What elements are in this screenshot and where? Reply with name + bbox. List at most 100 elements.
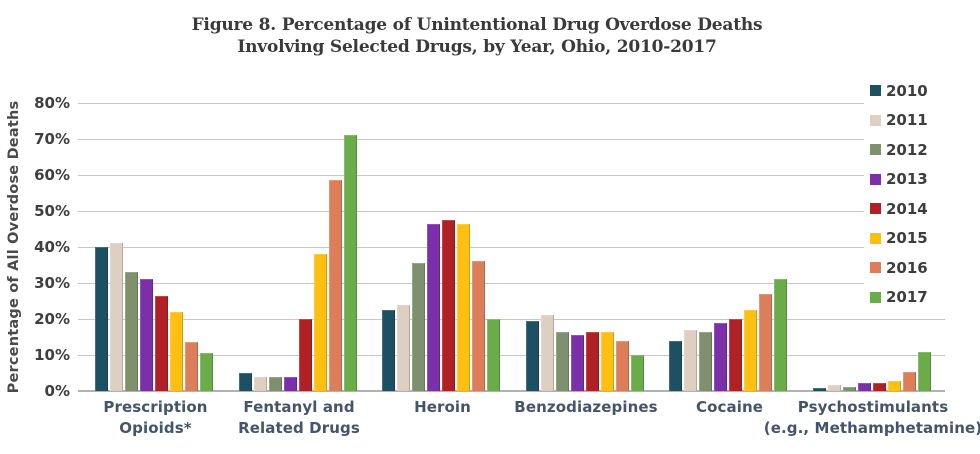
bar-2013-cat2	[283, 376, 297, 391]
bar-2016-cat3	[472, 261, 485, 391]
bar-2011-cat4	[540, 315, 554, 391]
bar-2010-cat4	[525, 320, 539, 391]
bar-2013-cat6	[857, 382, 871, 391]
legend-swatch-2015	[870, 232, 881, 244]
bar-2015-cat3	[457, 223, 470, 391]
bar-2015-cat5	[744, 310, 757, 391]
bar-2010-cat1	[95, 247, 108, 391]
bar-2015-cat1	[170, 311, 183, 391]
bar-2013-cat4	[570, 335, 584, 391]
chart-title-line2: Involving Selected Drugs, by Year, Ohio,…	[237, 37, 717, 58]
bar-2011-cat2	[253, 376, 267, 391]
bar-group-4	[525, 315, 647, 391]
bar-2017-cat6	[917, 352, 931, 391]
legend-label-2011: 2011	[886, 111, 928, 130]
legend-item-2016: 2016	[870, 253, 956, 283]
gridline-50	[78, 210, 945, 212]
bar-2012-cat4	[555, 331, 569, 391]
gridline-20	[78, 318, 945, 320]
bar-2017-cat1	[200, 353, 213, 391]
bar-2010-cat5	[669, 340, 682, 391]
bar-2014-cat1	[155, 295, 168, 391]
category-label-5: Cocaine	[695, 398, 764, 416]
bar-2012-cat6	[842, 387, 856, 391]
y-tick-50: 50%	[34, 202, 70, 220]
legend-label-2012: 2012	[886, 140, 928, 159]
legend-swatch-2013	[870, 173, 881, 185]
bar-2012-cat5	[699, 331, 712, 391]
plot-area	[78, 102, 945, 392]
bar-2013-cat3	[427, 223, 440, 391]
legend-label-2013: 2013	[886, 170, 928, 189]
bar-2016-cat5	[759, 293, 772, 391]
legend-swatch-2012	[870, 144, 881, 156]
bar-2010-cat3	[382, 310, 395, 391]
gridline-30	[78, 282, 945, 284]
legend-swatch-2017	[870, 291, 881, 303]
category-label-1: Prescription Opioids*	[103, 398, 208, 437]
bar-2011-cat3	[397, 304, 410, 391]
legend-swatch-2010	[870, 85, 881, 97]
legend-swatch-2014	[870, 203, 881, 215]
bar-2017-cat2	[343, 135, 357, 391]
legend-swatch-2016	[870, 262, 881, 274]
gridline-10	[78, 354, 945, 356]
bar-group-1	[95, 243, 216, 391]
category-label-3: Heroin	[414, 398, 471, 416]
legend-label-2014: 2014	[886, 199, 928, 218]
bar-2016-cat4	[615, 340, 629, 391]
legend-item-2011: 2011	[870, 106, 956, 136]
y-tick-30: 30%	[34, 274, 70, 292]
bar-group-5	[669, 279, 790, 391]
legend-label-2015: 2015	[886, 229, 928, 248]
bar-group-2	[238, 135, 360, 391]
legend-item-2017: 2017	[870, 283, 956, 313]
x-axis-baseline	[78, 390, 945, 392]
legend-item-2012: 2012	[870, 135, 956, 165]
chart-title: Figure 8. Percentage of Unintentional Dr…	[0, 14, 980, 59]
bar-group-6	[812, 352, 934, 391]
bar-2014-cat5	[729, 319, 742, 391]
bar-2014-cat4	[585, 331, 599, 391]
bar-2011-cat6	[827, 384, 841, 391]
bar-2014-cat6	[872, 383, 886, 391]
gridline-40	[78, 246, 945, 248]
legend-swatch-2011	[870, 114, 881, 126]
bar-2010-cat6	[812, 388, 826, 391]
bar-2015-cat4	[600, 331, 614, 391]
bar-2015-cat2	[313, 254, 327, 391]
gridline-70	[78, 138, 945, 140]
category-label-2: Fentanyl and Related Drugs	[238, 398, 360, 437]
y-tick-20: 20%	[34, 310, 70, 328]
bar-2012-cat3	[412, 263, 425, 391]
legend-item-2010: 2010	[870, 76, 956, 106]
bar-2011-cat5	[684, 329, 697, 391]
bar-2013-cat5	[714, 322, 727, 391]
legend-label-2010: 2010	[886, 81, 928, 100]
bar-2016-cat1	[185, 342, 198, 391]
y-tick-0: 0%	[44, 382, 70, 400]
bar-2014-cat3	[442, 220, 455, 391]
legend-item-2015: 2015	[870, 224, 956, 254]
gridline-60	[78, 174, 945, 176]
chart-title-line1: Figure 8. Percentage of Unintentional Dr…	[191, 15, 763, 35]
bar-2012-cat1	[125, 272, 138, 391]
y-tick-10: 10%	[34, 346, 70, 364]
bar-2017-cat5	[774, 279, 787, 391]
y-tick-40: 40%	[34, 238, 70, 256]
bar-group-3	[382, 220, 503, 391]
y-tick-80: 80%	[34, 94, 70, 112]
legend-label-2016: 2016	[886, 258, 928, 277]
bar-2010-cat2	[238, 373, 252, 391]
legend-item-2014: 2014	[870, 194, 956, 224]
bar-2017-cat4	[630, 355, 644, 391]
y-tick-70: 70%	[34, 130, 70, 148]
bar-2014-cat2	[298, 319, 312, 391]
bar-2012-cat2	[268, 376, 282, 391]
gridline-80	[78, 102, 945, 104]
bar-2016-cat2	[328, 180, 342, 391]
bar-2015-cat6	[887, 380, 901, 391]
bar-2011-cat1	[110, 243, 123, 391]
bar-2013-cat1	[140, 279, 153, 391]
